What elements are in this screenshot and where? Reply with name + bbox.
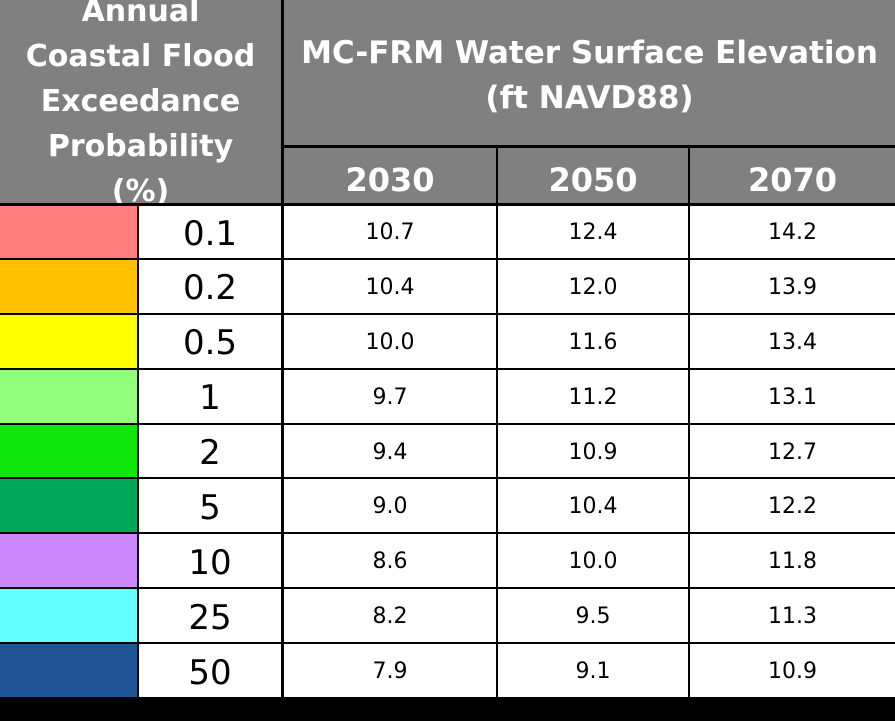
probability-cell: 0.2 [139,257,284,313]
elevation-value-2050: 10.4 [498,477,690,533]
elevation-value-2070: 11.3 [690,587,895,643]
elevation-value-2030: 10.0 [284,312,498,368]
probability-cell: 2 [139,422,284,478]
elevation-value-2030: 7.9 [284,642,498,698]
elevation-value-2030: 9.4 [284,422,498,478]
elevation-value-2030: 8.2 [284,587,498,643]
elevation-value-2070: 13.9 [690,257,895,313]
elevation-value-2070: 13.4 [690,312,895,368]
probability-color-swatch [0,203,139,258]
year-header-2070: 2070 [690,148,895,203]
probability-color-swatch [0,367,139,423]
elevation-value-2050: 12.4 [498,203,690,258]
flood-elevation-table: Annual Coastal Flood Exceedance Probabil… [0,0,895,698]
probability-cell: 1 [139,367,284,423]
elevation-value-2070: 10.9 [690,642,895,698]
elevation-value-2070: 11.8 [690,532,895,588]
elevation-value-2070: 12.2 [690,477,895,533]
probability-cell: 0.5 [139,312,284,368]
elevation-value-2050: 12.0 [498,257,690,313]
probability-cell: 50 [139,642,284,698]
probability-cell: 25 [139,587,284,643]
elevation-value-2050: 9.5 [498,587,690,643]
elevation-value-2050: 11.6 [498,312,690,368]
probability-color-swatch [0,257,139,313]
elevation-group-header: MC-FRM Water Surface Elevation (ft NAVD8… [284,0,895,148]
probability-cell: 5 [139,477,284,533]
probability-color-swatch [0,532,139,588]
year-header-2050: 2050 [498,148,690,203]
elevation-value-2070: 12.7 [690,422,895,478]
elevation-value-2030: 10.7 [284,203,498,258]
elevation-value-2030: 9.0 [284,477,498,533]
probability-color-swatch [0,477,139,533]
probability-color-swatch [0,642,139,698]
probability-column-header: Annual Coastal Flood Exceedance Probabil… [0,0,284,209]
probability-color-swatch [0,587,139,643]
elevation-value-2070: 13.1 [690,367,895,423]
elevation-value-2030: 9.7 [284,367,498,423]
probability-color-swatch [0,312,139,368]
probability-cell: 10 [139,532,284,588]
elevation-value-2030: 10.4 [284,257,498,313]
elevation-value-2050: 11.2 [498,367,690,423]
elevation-value-2050: 10.0 [498,532,690,588]
elevation-value-2030: 8.6 [284,532,498,588]
year-header-2030: 2030 [284,148,498,203]
elevation-value-2070: 14.2 [690,203,895,258]
probability-cell: 0.1 [139,203,284,258]
elevation-value-2050: 9.1 [498,642,690,698]
elevation-value-2050: 10.9 [498,422,690,478]
probability-color-swatch [0,422,139,478]
